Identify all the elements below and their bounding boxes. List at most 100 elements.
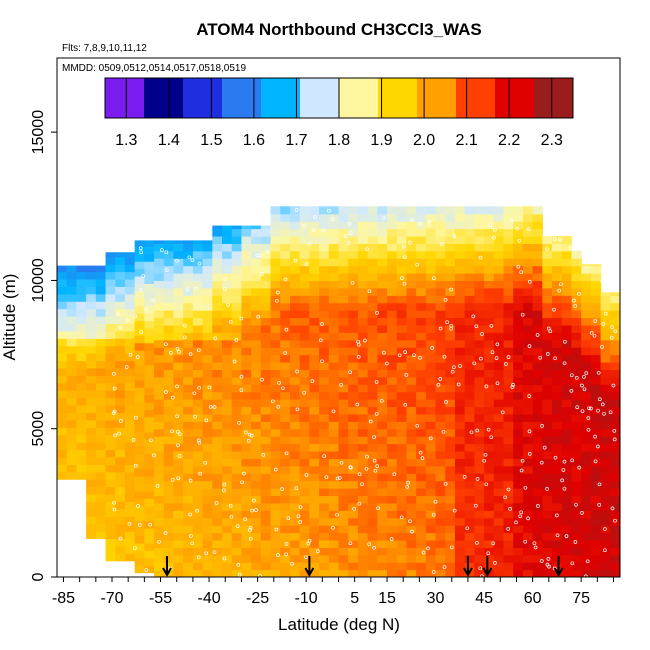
heatmap-cell (309, 295, 320, 304)
heatmap-cell (260, 554, 272, 563)
sample-point (596, 370, 601, 375)
heatmap-cell (124, 434, 136, 443)
heatmap-cell (445, 273, 456, 282)
heatmap-cell (134, 468, 145, 477)
heatmap-cell (581, 554, 592, 563)
sample-point (418, 450, 423, 455)
heatmap-cell (289, 554, 301, 563)
heatmap-cell (561, 436, 573, 445)
heatmap-cell (610, 391, 620, 400)
sample-point (518, 514, 523, 519)
heatmap-cell (367, 443, 378, 452)
heatmap-cell (348, 399, 359, 408)
heatmap-cell (134, 476, 145, 485)
heatmap-cell (202, 295, 213, 304)
sample-point (155, 484, 160, 488)
heatmap-cell (610, 547, 620, 556)
heatmap-cell (231, 443, 243, 452)
heatmap-cell (348, 480, 359, 489)
heatmap-cell (192, 488, 204, 497)
heatmap-cell (338, 295, 349, 304)
sample-point (124, 365, 129, 369)
heatmap-cell (542, 347, 553, 356)
colorbar-tick-label: 1.6 (243, 132, 265, 149)
heatmap-cell (416, 302, 427, 311)
heatmap-cell (231, 525, 243, 534)
heatmap-cell (144, 476, 155, 485)
heatmap-cell (241, 443, 252, 452)
chart-title: ATOM4 Northbound CH3CCl3_WAS (196, 20, 482, 39)
heatmap-cell (124, 404, 136, 413)
heatmap-cell (493, 287, 505, 296)
heatmap-cell (464, 302, 475, 311)
heatmap-cell (251, 332, 262, 341)
heatmap-cell (57, 271, 68, 280)
heatmap-cell (183, 488, 194, 497)
heatmap-cell (163, 273, 175, 282)
heatmap-cell (241, 265, 252, 274)
heatmap-cell (532, 273, 543, 282)
heatmap-cell (76, 308, 87, 317)
heatmap-cell (357, 369, 369, 378)
heatmap-cell (231, 502, 243, 511)
heatmap-cell (581, 473, 592, 482)
heatmap-cell (299, 265, 310, 274)
heatmap-cell (105, 471, 116, 480)
heatmap-cell (328, 510, 340, 519)
heatmap-cell (435, 436, 446, 445)
heatmap-cell (561, 428, 573, 437)
heatmap-cell (319, 295, 330, 304)
heatmap-cell (115, 286, 126, 295)
heatmap-cell (260, 302, 272, 311)
sample-point (360, 482, 364, 487)
heatmap-cell (416, 539, 427, 548)
heatmap-cell (270, 310, 281, 319)
heatmap-cell (464, 450, 475, 459)
heatmap-cell (231, 250, 243, 259)
heatmap-cell (561, 302, 573, 311)
heatmap-cell (144, 468, 155, 477)
heatmap-cell (367, 280, 378, 289)
heatmap-cell (464, 554, 475, 563)
heatmap-cell (348, 443, 359, 452)
heatmap-cell (163, 406, 175, 415)
heatmap-cell (396, 569, 408, 577)
heatmap-cell (105, 404, 116, 413)
heatmap-cell (416, 295, 427, 304)
heatmap-cell (280, 421, 291, 430)
sample-point (212, 405, 217, 409)
heatmap-cell (522, 354, 534, 363)
heatmap-cell (173, 295, 184, 304)
heatmap-cell (260, 280, 272, 289)
heatmap-cell (503, 302, 514, 311)
heatmap-cell (474, 339, 485, 348)
heatmap-cell (552, 243, 563, 252)
heatmap-cell (522, 273, 534, 282)
heatmap-cell (610, 450, 620, 459)
heatmap-cell (561, 569, 573, 577)
heatmap-cell (416, 480, 427, 489)
heatmap-cell (484, 280, 495, 289)
heatmap-cell (357, 562, 369, 571)
heatmap-cell (552, 399, 563, 408)
heatmap-cell (192, 250, 204, 259)
heatmap-cell (222, 273, 233, 282)
heatmap-cell (357, 310, 369, 319)
heatmap-cell (425, 562, 437, 571)
sample-point (234, 338, 239, 342)
heatmap-cell (192, 495, 204, 504)
heatmap-cell (396, 517, 408, 526)
heatmap-cell (251, 310, 262, 319)
heatmap-cell (493, 413, 505, 422)
sample-point (486, 551, 491, 556)
heatmap-cell (513, 206, 524, 215)
heatmap-cell (86, 265, 97, 273)
heatmap-cell (571, 547, 582, 556)
heatmap-cell (377, 473, 388, 482)
heatmap-cell (600, 302, 611, 311)
heatmap-cell (513, 458, 524, 467)
heatmap-cell (289, 569, 301, 577)
colorbar-segment (222, 78, 262, 118)
heatmap-cell (416, 250, 427, 259)
heatmap-cell (377, 488, 388, 497)
